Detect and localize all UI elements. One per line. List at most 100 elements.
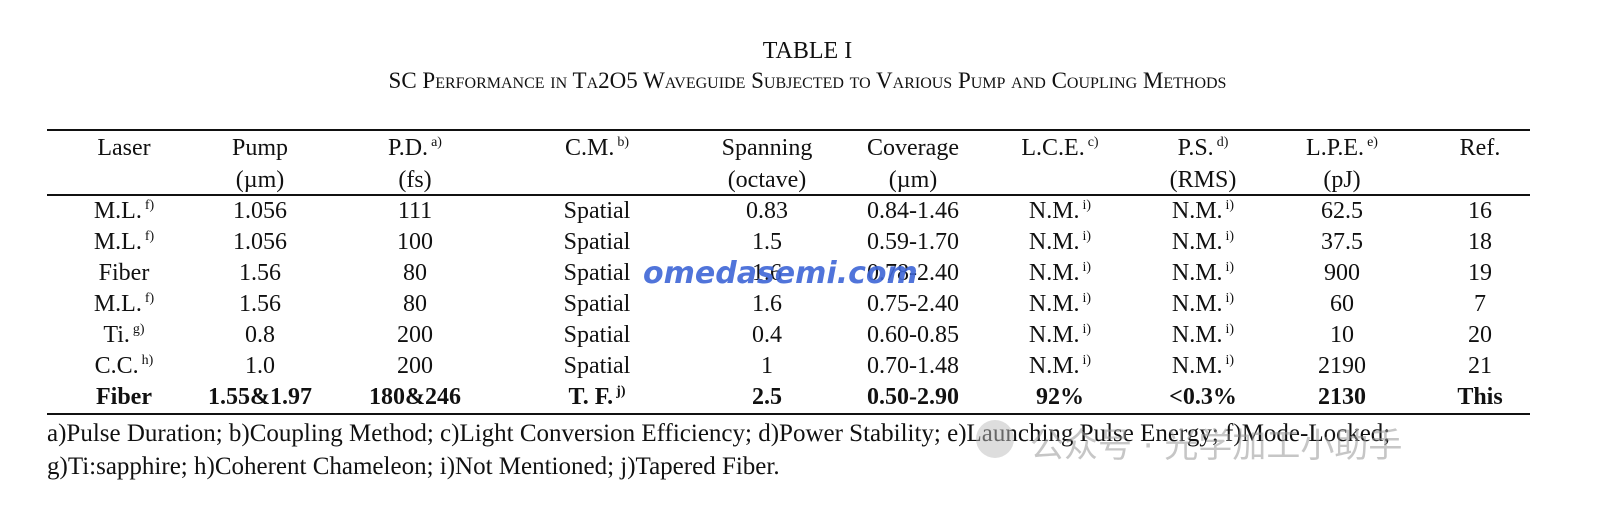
header-unit: (pJ) <box>1261 164 1423 196</box>
table-cell: 200 <box>319 351 511 382</box>
cell-text: 80 <box>403 291 427 317</box>
table-cell: N.M. i) <box>1145 289 1261 320</box>
table-cell: 19 <box>1423 258 1537 289</box>
table-cell: 1.56 <box>201 258 319 289</box>
cell-text: N.M. <box>1171 291 1223 317</box>
superscript: i) <box>1082 291 1092 306</box>
cell-text: P.S. <box>1177 135 1214 161</box>
superscript: i) <box>1082 260 1092 275</box>
table-cell: 0.75-2.40 <box>851 289 975 320</box>
table-cell: N.M. i) <box>1145 320 1261 351</box>
cell-text: 180&246 <box>369 384 461 410</box>
superscript: b) <box>617 135 630 150</box>
cell-text: Spatial <box>563 229 631 255</box>
header-unit: (µm) <box>201 164 319 196</box>
cell-text: 1.56 <box>239 260 281 286</box>
cell-text: L.C.E. <box>1021 135 1085 161</box>
table-cell: 92% <box>975 382 1145 413</box>
superscript: i) <box>1082 198 1092 213</box>
header-cell: Coverage <box>851 132 975 164</box>
table-cell: 111 <box>319 196 511 227</box>
cell-text: 1.056 <box>233 229 287 255</box>
superscript: f) <box>144 291 155 306</box>
cell-text: 111 <box>397 198 433 224</box>
table-cell: 0.8 <box>201 320 319 351</box>
cell-text: Spatial <box>563 322 631 348</box>
table-title: TABLE I <box>762 38 853 64</box>
cell-text: L.P.E. <box>1306 135 1365 161</box>
cell-text: 0.8 <box>245 322 275 348</box>
superscript: i) <box>1225 322 1235 337</box>
superscript: i) <box>1225 198 1235 213</box>
table-cell: C.C. h) <box>47 351 201 382</box>
header-row: (µm) (fs) (octave) (µm) (RMS) (pJ) <box>47 164 1537 196</box>
table-cell: 0.84-1.46 <box>851 196 975 227</box>
table-cell: Ti. g) <box>47 320 201 351</box>
cell-text: 1.6 <box>752 291 782 317</box>
cell-text: Spatial <box>563 260 631 286</box>
unit-text: (pJ) <box>1323 167 1361 193</box>
cell-text: 1.55&1.97 <box>208 384 312 410</box>
cell-text: 2.5 <box>752 384 782 410</box>
table-cell: 1.6 <box>683 258 851 289</box>
table-cell: 1.56 <box>201 289 319 320</box>
header-cell: P.S. d) <box>1145 132 1261 164</box>
cell-text: Spatial <box>563 198 631 224</box>
header-unit <box>47 164 201 196</box>
table-row: C.C. h) 1.0 200 Spatial 1 0.70-1.48 N.M. i) N.M. i… <box>47 351 1537 382</box>
table-cell: 60 <box>1261 289 1423 320</box>
table-cell: Fiber <box>47 258 201 289</box>
cell-text: N.M. <box>1028 322 1080 348</box>
table-cell: 1 <box>683 351 851 382</box>
cell-text: 1.5 <box>752 229 782 255</box>
cell-text: 0.75-2.40 <box>867 291 959 317</box>
superscript: a) <box>431 135 442 150</box>
table-cell: N.M. i) <box>1145 196 1261 227</box>
cell-text: C.C. <box>94 353 139 379</box>
cell-text: This <box>1457 384 1503 410</box>
table-cell: 200 <box>319 320 511 351</box>
table-cell: 18 <box>1423 227 1537 258</box>
table-cell: T. F. j) <box>511 382 683 413</box>
watermark: 公众号 · 光学加工小助手 <box>1030 426 1403 466</box>
header-rule <box>47 194 1530 196</box>
cell-text: Fiber <box>98 260 150 286</box>
bottom-rule <box>47 413 1530 415</box>
header-cell: L.P.E. e) <box>1261 132 1423 164</box>
table-row: M.L. f) 1.56 80 Spatial 1.6 0.75-2.40 N.M. i) N.M… <box>47 289 1537 320</box>
table-cell: N.M. i) <box>1145 351 1261 382</box>
header-cell: Ref. <box>1423 132 1537 164</box>
table-cell: 1.6 <box>683 289 851 320</box>
table-cell: 0.70-1.48 <box>851 351 975 382</box>
table-row: M.L. f) 1.056 100 Spatial 1.5 0.59-1.70 N.M. i) N… <box>47 227 1537 258</box>
superscript: i) <box>1082 229 1092 244</box>
table-cell: 7 <box>1423 289 1537 320</box>
table-cell: 0.59-1.70 <box>851 227 975 258</box>
cell-text: 20 <box>1468 322 1492 348</box>
header-row: Laser Pump P.D. a) C.M. b) Spanning Coverage L.C… <box>47 132 1537 164</box>
superscript: i) <box>1225 229 1235 244</box>
cell-text: 10 <box>1330 322 1354 348</box>
superscript: i) <box>1082 322 1092 337</box>
header-unit: (fs) <box>319 164 511 196</box>
cell-text: 21 <box>1468 353 1492 379</box>
cell-text: Pump <box>231 135 288 161</box>
cell-text: Coverage <box>867 135 959 161</box>
cell-text: N.M. <box>1028 198 1080 224</box>
cell-text: 200 <box>397 322 433 348</box>
cell-text: 100 <box>397 229 433 255</box>
unit-text: (octave) <box>727 167 807 193</box>
table-cell: 2190 <box>1261 351 1423 382</box>
table-cell: 16 <box>1423 196 1537 227</box>
superscript: d) <box>1216 135 1229 150</box>
cell-text: 37.5 <box>1321 229 1363 255</box>
cell-text: Spatial <box>563 291 631 317</box>
superscript: g) <box>132 322 145 337</box>
cell-text: 0.84-1.46 <box>867 198 959 224</box>
header-cell: Laser <box>47 132 201 164</box>
table-cell: 37.5 <box>1261 227 1423 258</box>
superscript: f) <box>144 198 155 213</box>
table-cell: 1.056 <box>201 196 319 227</box>
cell-text: 2190 <box>1318 353 1366 379</box>
